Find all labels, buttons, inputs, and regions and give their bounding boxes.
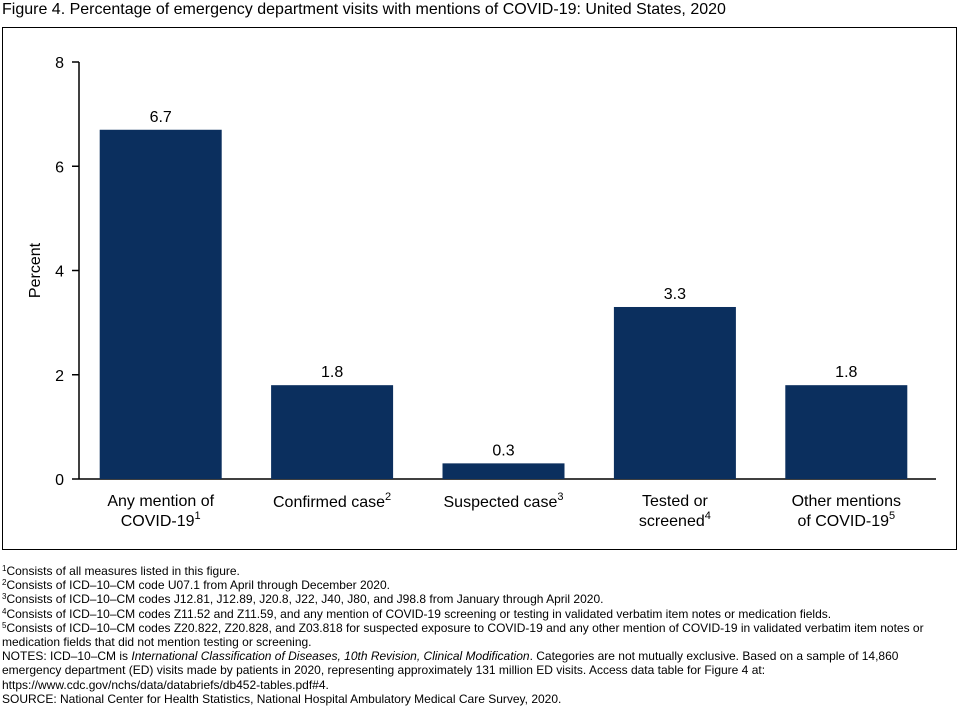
footnote-5: 5Consists of ICD–10–CM codes Z20.822, Z2… <box>2 621 957 649</box>
bar-value-label: 6.7 <box>150 109 172 126</box>
footnote-text: Consists of ICD–10–CM code U07.1 from Ap… <box>6 578 390 593</box>
category-label: of COVID-195 <box>797 510 895 530</box>
footnote-marker: 4 <box>2 606 7 616</box>
bar-value-label: 3.3 <box>664 286 686 303</box>
y-tick-label: 2 <box>55 368 64 385</box>
y-tick-label: 6 <box>55 159 64 176</box>
chart-frame: 0 2 4 6 8 Percent 6.7 Any mention of COVID-191 1.… <box>2 27 957 550</box>
footnote-text: Consists of ICD–10–CM codes Z20.822, Z20… <box>2 620 924 650</box>
notes-italic: International Classification of Diseases… <box>131 649 530 664</box>
bar-value-label: 1.8 <box>321 364 343 381</box>
y-tick-label: 0 <box>55 472 64 489</box>
category-label: Other mentions <box>792 493 901 510</box>
bar <box>99 129 222 479</box>
y-tick-label: 4 <box>55 264 64 281</box>
category-label: Tested or <box>642 493 708 510</box>
footnote-text: Consists of all measures listed in this … <box>6 564 240 578</box>
footnote-marker: 5 <box>2 620 7 630</box>
category-label: Suspected case3 <box>444 491 564 511</box>
bar <box>785 385 908 479</box>
footnote-2: 2Consists of ICD–10–CM code U07.1 from A… <box>2 578 957 592</box>
bar <box>442 463 565 479</box>
footnotes: 1Consists of all measures listed in this… <box>2 564 957 706</box>
footnote-1: 1Consists of all measures listed in this… <box>2 564 957 578</box>
bar-value-label: 1.8 <box>835 364 857 381</box>
footnote-marker: 3 <box>2 592 7 602</box>
category-label: screened4 <box>639 510 711 530</box>
source-line: SOURCE: National Center for Health Stati… <box>2 691 562 706</box>
figure-title: Figure 4. Percentage of emergency depart… <box>2 1 726 18</box>
footnote-4: 4Consists of ICD–10–CM codes Z11.52 and … <box>2 607 957 621</box>
footnote-text: Consists of ICD–10–CM codes Z11.52 and Z… <box>6 606 832 621</box>
y-axis-title: Percent <box>27 242 44 298</box>
footnote-text: Consists of ICD–10–CM codes J12.81, J12.… <box>6 592 604 607</box>
category-label: Any mention of <box>107 493 214 510</box>
category-label: COVID-191 <box>121 510 201 530</box>
bar <box>271 385 394 479</box>
footnote-3: 3Consists of ICD–10–CM codes J12.81, J12… <box>2 592 957 606</box>
category-label: Confirmed case2 <box>273 491 391 511</box>
bar <box>613 306 736 479</box>
bar-value-label: 0.3 <box>492 442 514 459</box>
notes-paragraph: NOTES: ICD–10–CM is International Classi… <box>2 649 957 692</box>
y-tick-label: 8 <box>55 55 64 72</box>
notes-suffix: . Categories are not mutually exclusive.… <box>2 649 899 692</box>
notes-prefix: NOTES: ICD–10–CM is <box>2 649 132 664</box>
footnote-marker: 1 <box>2 564 7 573</box>
footnote-marker: 2 <box>2 578 7 588</box>
